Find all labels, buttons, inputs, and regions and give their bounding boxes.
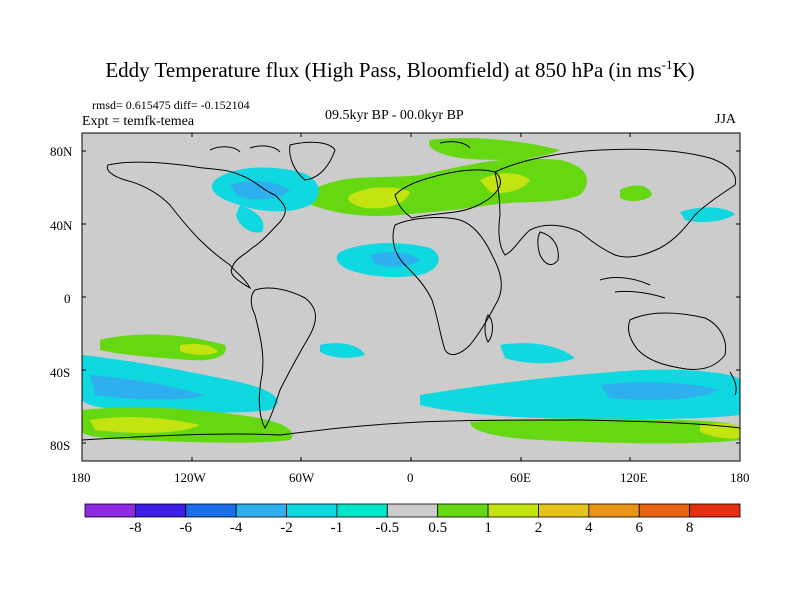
colorbar-box — [487, 503, 539, 518]
colorbar-box — [437, 503, 489, 518]
coast-australia — [627, 312, 727, 370]
anomaly-negative-south-atlantic — [320, 343, 365, 358]
anomaly-strong-positive-atlantic — [348, 187, 410, 209]
colorbar-level-label: 2 — [534, 520, 543, 536]
colorbar-box — [386, 503, 439, 518]
period-label: 09.5kyr BP - 00.0kyr BP — [325, 108, 464, 123]
colorbar-box — [134, 503, 187, 518]
anomaly-strong-positive-antarctic-pacific — [90, 417, 200, 433]
coast-new-zealand — [729, 371, 737, 396]
experiment-label: Expt = temfk-temea — [82, 114, 195, 129]
coast-europe — [394, 169, 501, 219]
colorbar-level-label: -2 — [280, 520, 293, 536]
lat-label-40s: 40S — [50, 365, 71, 380]
lon-label-0: 0 — [407, 470, 414, 485]
colorbar — [84, 503, 741, 518]
anomaly-strong-negative-southern-ocean-pacific — [90, 375, 205, 400]
colorbar-box — [286, 503, 338, 518]
axis-ticks — [81, 133, 741, 461]
colorbar-level-label: -0.5 — [375, 520, 400, 536]
coastlines — [82, 141, 740, 441]
stats-label: rmsd= 0.615475 diff= -0.152104 — [92, 98, 250, 112]
colorbar-level-label: 4 — [585, 520, 593, 536]
season-label: JJA — [715, 112, 737, 127]
colorbar-level-label: -8 — [129, 520, 142, 536]
anomaly-fields — [82, 138, 740, 444]
colorbar-box — [336, 503, 388, 518]
anomaly-strong-positive-south-pacific — [180, 343, 218, 355]
coast-africa — [392, 217, 502, 356]
colorbar-box — [84, 503, 136, 518]
anomaly-strong-negative-southern-ocean-indian — [600, 382, 720, 400]
colorbar-box — [538, 503, 590, 518]
lon-label-60e: 60E — [510, 470, 531, 485]
coast-india — [537, 231, 559, 266]
colorbar-box — [185, 503, 237, 518]
anomaly-positive-antarctic-indian — [470, 418, 740, 444]
anomaly-negative-south-indian — [500, 343, 575, 364]
colorbar-box — [588, 503, 640, 518]
colorbar-level-label: -4 — [229, 520, 243, 536]
lon-label-60w: 60W — [289, 470, 315, 485]
anomaly-negative-southern-ocean-indian — [420, 369, 740, 420]
anomaly-positive-asia — [620, 185, 652, 202]
anomaly-strong-negative-tropical-atlantic — [370, 252, 420, 267]
anomaly-strong-positive-europe — [480, 173, 530, 193]
colorbar-box — [638, 503, 691, 518]
coast-north-america — [106, 161, 286, 290]
colorbar-level-label: 6 — [635, 520, 643, 536]
coast-south-america — [250, 287, 316, 429]
lon-label-120w: 120W — [174, 470, 206, 485]
lat-label-80n: 80N — [50, 144, 73, 159]
colorbar-level-label: -6 — [179, 520, 193, 536]
coast-asia — [494, 148, 737, 258]
lat-label-0: 0 — [64, 291, 71, 306]
coast-indonesia — [599, 277, 666, 299]
coast-arctic-islands — [209, 141, 471, 153]
lon-label-180w: 180 — [71, 470, 91, 485]
lat-label-40n: 40N — [50, 218, 73, 233]
colorbar-level-label: -1 — [330, 520, 344, 536]
coast-greenland — [289, 141, 336, 181]
colorbar-box — [689, 503, 741, 518]
anomaly-negative-east-us — [236, 205, 264, 233]
lon-label-180e: 180 — [730, 470, 750, 485]
lat-label-80s: 80S — [50, 438, 71, 453]
coast-madagascar — [484, 314, 493, 343]
colorbar-level-label: 8 — [685, 520, 694, 536]
lon-label-120e: 120E — [620, 470, 648, 485]
colorbar-level-label: 0.5 — [428, 520, 448, 536]
colorbar-level-label: 1 — [484, 520, 492, 536]
colorbar-box — [235, 503, 287, 518]
map-title: Eddy Temperature flux (High Pass, Bloomf… — [105, 57, 695, 82]
coast-antarctica — [82, 419, 740, 441]
anomaly-negative-north-pacific — [680, 207, 735, 222]
